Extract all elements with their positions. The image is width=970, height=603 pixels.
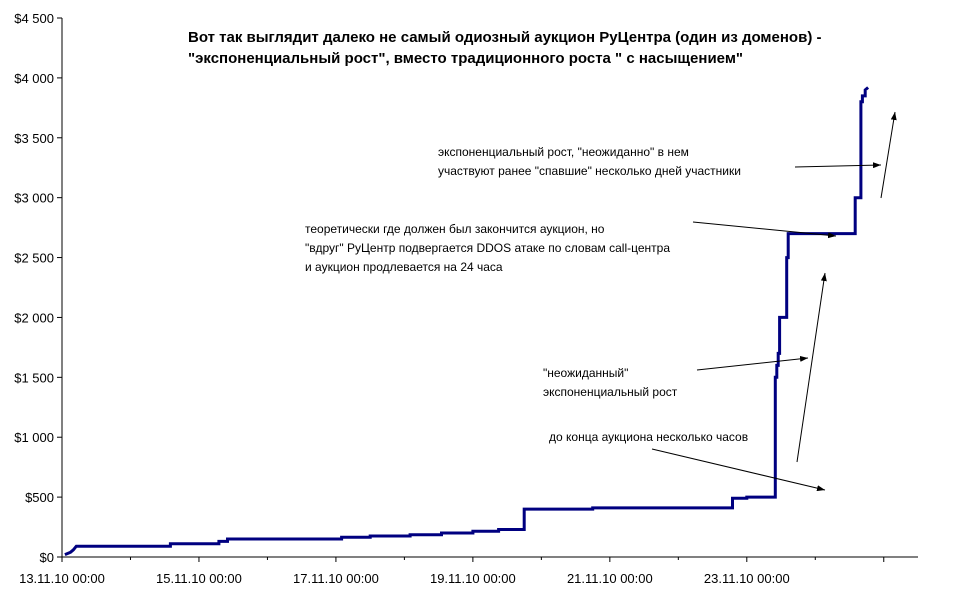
x-tick-label: 19.11.10 00:00 [430,571,516,586]
annotation-arrow [696,355,809,371]
y-tick-label: $1 000 [14,430,54,445]
annotation-text: "неожиданный" [543,366,628,380]
annotation-arrow [796,272,827,463]
annotation-arrow [651,448,826,492]
chart-title: Вот так выглядит далеко не самый одиозны… [188,29,821,67]
annotation-arrow [880,111,897,199]
y-tick-label: $2 000 [14,310,54,325]
y-tick-label: $4 500 [14,11,54,26]
x-tick-label: 13.11.10 00:00 [19,571,105,586]
y-tick-label: $3 000 [14,191,54,206]
x-axis-ticks: 13.11.10 00:00 15.11.10 00:00 17.11.10 00:… [19,557,885,586]
annotation-text: экспоненциальный рост, "неожиданно" в не… [438,145,689,159]
y-tick-label: $2 500 [14,251,54,266]
y-tick-label: $3 500 [14,131,54,146]
x-tick-label: 23.11.10 00:00 [704,571,790,586]
annotation-text: участвуют ранее "спавшие" несколько дней… [438,164,741,178]
annotation-arrow [692,221,837,239]
x-tick-label: 17.11.10 00:00 [293,571,379,586]
y-tick-label: $0 [40,550,54,565]
chart-title-line: "экспоненциальный рост", вместо традицио… [188,50,743,67]
series-line [64,86,870,556]
annotations: экспоненциальный рост, "неожиданно" в не… [305,111,897,492]
series-group [64,86,870,556]
x-tick-label: 15.11.10 00:00 [156,571,242,586]
y-tick-label: $1 500 [14,370,54,385]
x-tick-label: 21.11.10 00:00 [567,571,653,586]
annotation-text: теоретически где должен был закончится а… [305,222,605,236]
chart-title-line: Вот так выглядит далеко не самый одиозны… [188,29,821,46]
y-tick-label: $4 000 [14,71,54,86]
annotation-text: экспоненциальный рост [543,385,678,399]
y-axis-ticks: $0 $500 $1 000 $1 500 $2 000 $2 500 $3 000 $3 5… [14,11,62,565]
y-tick-label: $500 [25,490,54,505]
annotation-text: и аукцион продлевается на 24 часа [305,260,503,274]
annotation-text: до конца аукциона несколько часов [549,430,748,444]
annotation-text: "вдруг" РуЦентр подвергается DDOS атаке … [305,241,670,255]
annotation-arrow [794,162,882,169]
axes [61,18,918,558]
